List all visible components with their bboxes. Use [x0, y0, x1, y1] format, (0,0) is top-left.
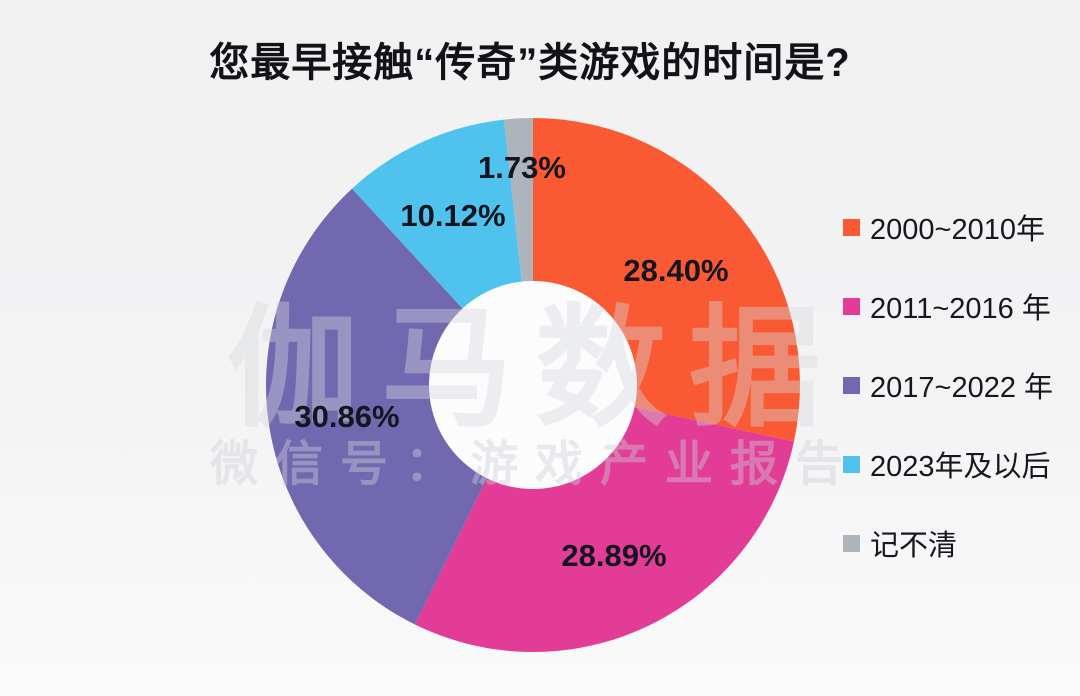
chart-title: 您最早接触“传奇”类游戏的时间是? — [209, 41, 851, 85]
legend-label: 记不清 — [870, 530, 958, 562]
legend-item-2023-later: 2023年及以后 — [843, 443, 1053, 485]
slice-label-unclear: 1.73% — [478, 150, 566, 185]
legend-item-2011-2016: 2011~2016 年 — [843, 285, 1053, 327]
legend-swatch-icon — [843, 376, 860, 394]
legend-item-unclear: 记不清 — [843, 522, 1053, 564]
slice-label-2000-2010: 28.40% — [623, 253, 729, 288]
legend-swatch-icon — [843, 534, 860, 552]
legend-item-2000-2010: 2000~2010年 — [843, 206, 1053, 248]
legend-label: 2023年及以后 — [870, 451, 1051, 483]
legend-swatch-icon — [843, 218, 860, 236]
legend-label: 2000~2010年 — [870, 214, 1045, 246]
legend-label: 2017~2022 年 — [870, 372, 1054, 404]
legend-swatch-icon — [843, 455, 860, 473]
legend-label: 2011~2016 年 — [870, 293, 1051, 325]
slice-label-2017-2022: 30.86% — [294, 399, 400, 434]
legend-item-2017-2022: 2017~2022 年 — [843, 364, 1053, 406]
slice-label-2023-later: 10.12% — [400, 198, 506, 233]
donut-hole — [429, 281, 637, 489]
slice-label-2011-2016: 28.89% — [561, 538, 667, 573]
pie-slice-2 — [265, 188, 533, 625]
legend-swatch-icon — [843, 297, 860, 315]
legend: 2000~2010年 2011~2016 年 2017~2022 年 2023年… — [843, 206, 1053, 564]
